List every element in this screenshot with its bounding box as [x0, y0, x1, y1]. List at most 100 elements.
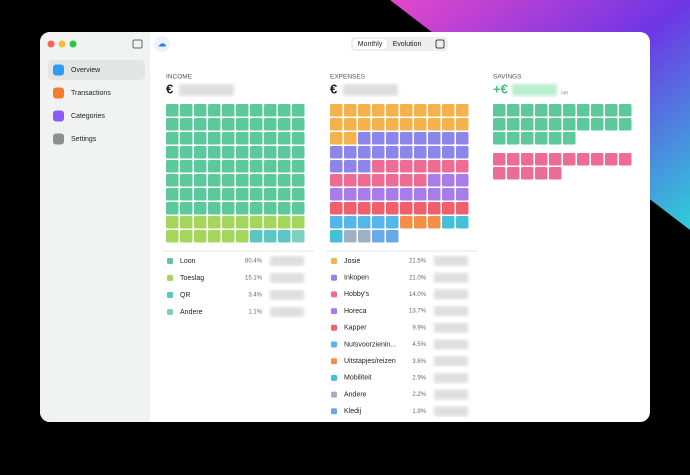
- category-icon: [167, 275, 173, 281]
- waffle-cell: [330, 146, 343, 159]
- tab[interactable]: Evolution: [393, 41, 422, 48]
- waffle-cell: [344, 104, 357, 117]
- waffle-cell: [330, 230, 343, 243]
- waffle-cell: [166, 146, 179, 159]
- waffle-cell: [400, 132, 413, 145]
- waffle-cell: [344, 188, 357, 201]
- waffle-cell: [358, 174, 371, 187]
- sidebar-item[interactable]: Categories: [71, 113, 105, 120]
- category-name[interactable]: Kapper: [344, 325, 367, 332]
- category-name[interactable]: Mobiliteit: [344, 375, 372, 382]
- blurred-amount: [270, 307, 304, 317]
- waffle-cell: [292, 160, 305, 173]
- waffle-cell: [456, 160, 469, 173]
- waffle-cell: [194, 174, 207, 187]
- waffle-cell: [414, 132, 427, 145]
- waffle-cell: [250, 202, 263, 215]
- category-name[interactable]: Kledij: [344, 408, 362, 415]
- waffle-cell: [236, 146, 249, 159]
- category-name[interactable]: Loon: [180, 258, 196, 265]
- waffle-cell: [456, 174, 469, 187]
- waffle-cell: [386, 188, 399, 201]
- sidebar-item[interactable]: Transactions: [71, 90, 111, 97]
- sidebar-toggle[interactable]: [132, 39, 143, 49]
- savings-cell: [493, 153, 506, 166]
- savings-cell: [521, 118, 534, 131]
- waffle-cell: [180, 146, 193, 159]
- waffle-cell: [222, 132, 235, 145]
- blurred-amount: [343, 84, 398, 96]
- waffle-cell: [194, 104, 207, 117]
- currency: +€: [493, 81, 508, 96]
- savings-cell: [619, 153, 632, 166]
- waffle-cell: [208, 118, 221, 131]
- waffle-cell: [414, 160, 427, 173]
- waffle-cell: [428, 132, 441, 145]
- waffle-cell: [180, 104, 193, 117]
- section-title: EXPENSES: [330, 74, 366, 81]
- savings-cell: [619, 104, 632, 117]
- category-icon: [331, 258, 337, 264]
- category-share: 4.5%: [412, 342, 426, 348]
- blurred-amount: [434, 356, 468, 367]
- category-name[interactable]: Horeca: [344, 308, 367, 315]
- zoom-button[interactable]: [69, 40, 77, 48]
- savings-cell: [535, 118, 548, 131]
- waffle-cell: [358, 104, 371, 117]
- waffle-cell: [278, 188, 291, 201]
- sidebar-icon: [53, 133, 64, 145]
- waffle-cell: [400, 160, 413, 173]
- waffle-cell: [180, 174, 193, 187]
- waffle-cell: [208, 104, 221, 117]
- waffle-cell: [386, 174, 399, 187]
- category-name[interactable]: Andere: [344, 391, 367, 398]
- category-name[interactable]: Inkopen: [344, 275, 369, 282]
- category-name[interactable]: Josie: [344, 258, 360, 265]
- category-name[interactable]: QR: [180, 292, 191, 299]
- waffle-cell: [456, 132, 469, 145]
- category-name[interactable]: Nutsvoorzienin...: [344, 341, 396, 348]
- sidebar-item[interactable]: Settings: [71, 136, 97, 143]
- sidebar-selection: [48, 60, 145, 80]
- savings-cell: [591, 153, 604, 166]
- sync-button[interactable]: [154, 36, 170, 52]
- category-share: 21.0%: [409, 275, 427, 281]
- waffle-cell: [236, 174, 249, 187]
- savings-cell: [577, 153, 590, 166]
- category-name[interactable]: Uitstapjes/reizen: [344, 358, 396, 365]
- category-icon: [331, 291, 337, 298]
- sidebar-item[interactable]: Overview: [71, 67, 101, 74]
- close-button[interactable]: [47, 40, 55, 48]
- waffle-cell: [372, 146, 385, 159]
- waffle-cell: [442, 202, 455, 215]
- waffle-cell: [428, 118, 441, 131]
- waffle-cell: [264, 202, 277, 215]
- waffle-cell: [292, 174, 305, 187]
- savings-cell: [549, 118, 562, 131]
- category-name[interactable]: Toeslag: [180, 275, 204, 282]
- waffle-cell: [250, 230, 263, 243]
- blurred-amount: [270, 256, 304, 266]
- minimize-button[interactable]: [58, 40, 66, 48]
- savings-cell: [521, 104, 534, 117]
- waffle-cell: [236, 118, 249, 131]
- waffle-cell: [358, 188, 371, 201]
- category-share: 2.9%: [412, 375, 426, 381]
- category-name[interactable]: Andere: [180, 309, 203, 316]
- waffle-cell: [180, 216, 193, 229]
- waffle-cell: [222, 202, 235, 215]
- sync-icon: ☁: [158, 38, 167, 48]
- waffle-cell: [180, 118, 193, 131]
- category-share: 2.2%: [412, 392, 426, 398]
- waffle-cell: [236, 160, 249, 173]
- waffle-cell: [372, 216, 385, 229]
- calendar-button[interactable]: [435, 39, 445, 49]
- waffle-cell: [236, 104, 249, 117]
- category-share: 14.0%: [409, 292, 427, 298]
- section-title: SAVINGS: [493, 74, 522, 81]
- waffle-cell: [442, 160, 455, 173]
- category-name[interactable]: Hobby's: [344, 291, 370, 298]
- tab[interactable]: Monthly: [358, 41, 383, 48]
- waffle-cell: [236, 188, 249, 201]
- waffle-cell: [442, 216, 455, 229]
